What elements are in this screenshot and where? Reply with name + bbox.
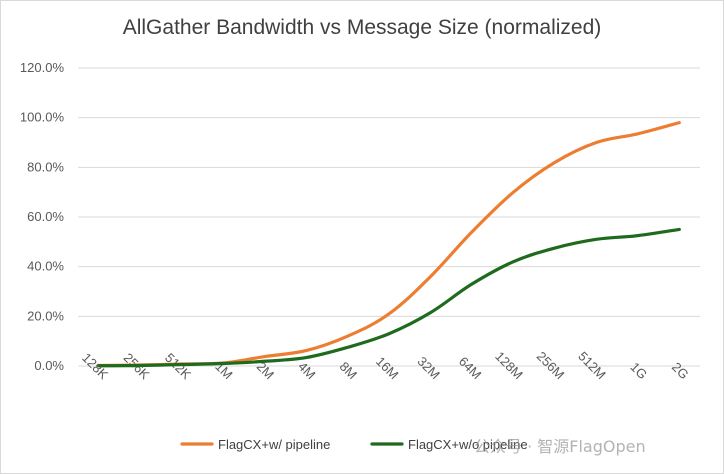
x-tick-label: 4M [295, 359, 318, 382]
watermark: 公众号 · 智源FlagOpen [474, 437, 646, 456]
legend-label-0: FlagCX+w/ pipeline [218, 437, 330, 452]
y-axis-ticks: 0.0% 20.0% 40.0% 60.0% 80.0% 100.0% 120.0% [20, 60, 65, 373]
y-tick-label: 0.0% [34, 358, 64, 373]
x-tick-label: 64M [456, 354, 484, 382]
legend: FlagCX+w/ pipeline FlagCX+w/o pipeline [180, 437, 528, 452]
x-tick-label: 2G [669, 359, 692, 382]
y-tick-label: 60.0% [27, 209, 64, 224]
x-tick-label: 32M [414, 354, 442, 382]
x-tick-label: 256M [534, 349, 568, 383]
x-tick-label: 128M [492, 349, 526, 383]
series-line-1 [97, 227, 681, 368]
chart-title: AllGather Bandwidth vs Message Size (nor… [122, 16, 602, 39]
series-lines [97, 121, 681, 368]
gridlines [78, 67, 700, 367]
x-tick-label: 16M [373, 354, 401, 382]
watermark-text: 公众号 · 智源FlagOpen [474, 437, 646, 456]
legend-label-1: FlagCX+w/o pipeline [408, 437, 528, 452]
x-tick-label: 1G [627, 359, 650, 382]
y-tick-label: 20.0% [27, 308, 64, 323]
x-tick-label: 8M [337, 359, 360, 382]
series-line-0 [97, 121, 681, 368]
y-tick-label: 120.0% [20, 60, 65, 75]
y-tick-label: 80.0% [27, 159, 64, 174]
x-tick-label: 512M [575, 349, 609, 383]
y-tick-label: 100.0% [20, 110, 65, 125]
y-tick-label: 40.0% [27, 259, 64, 274]
